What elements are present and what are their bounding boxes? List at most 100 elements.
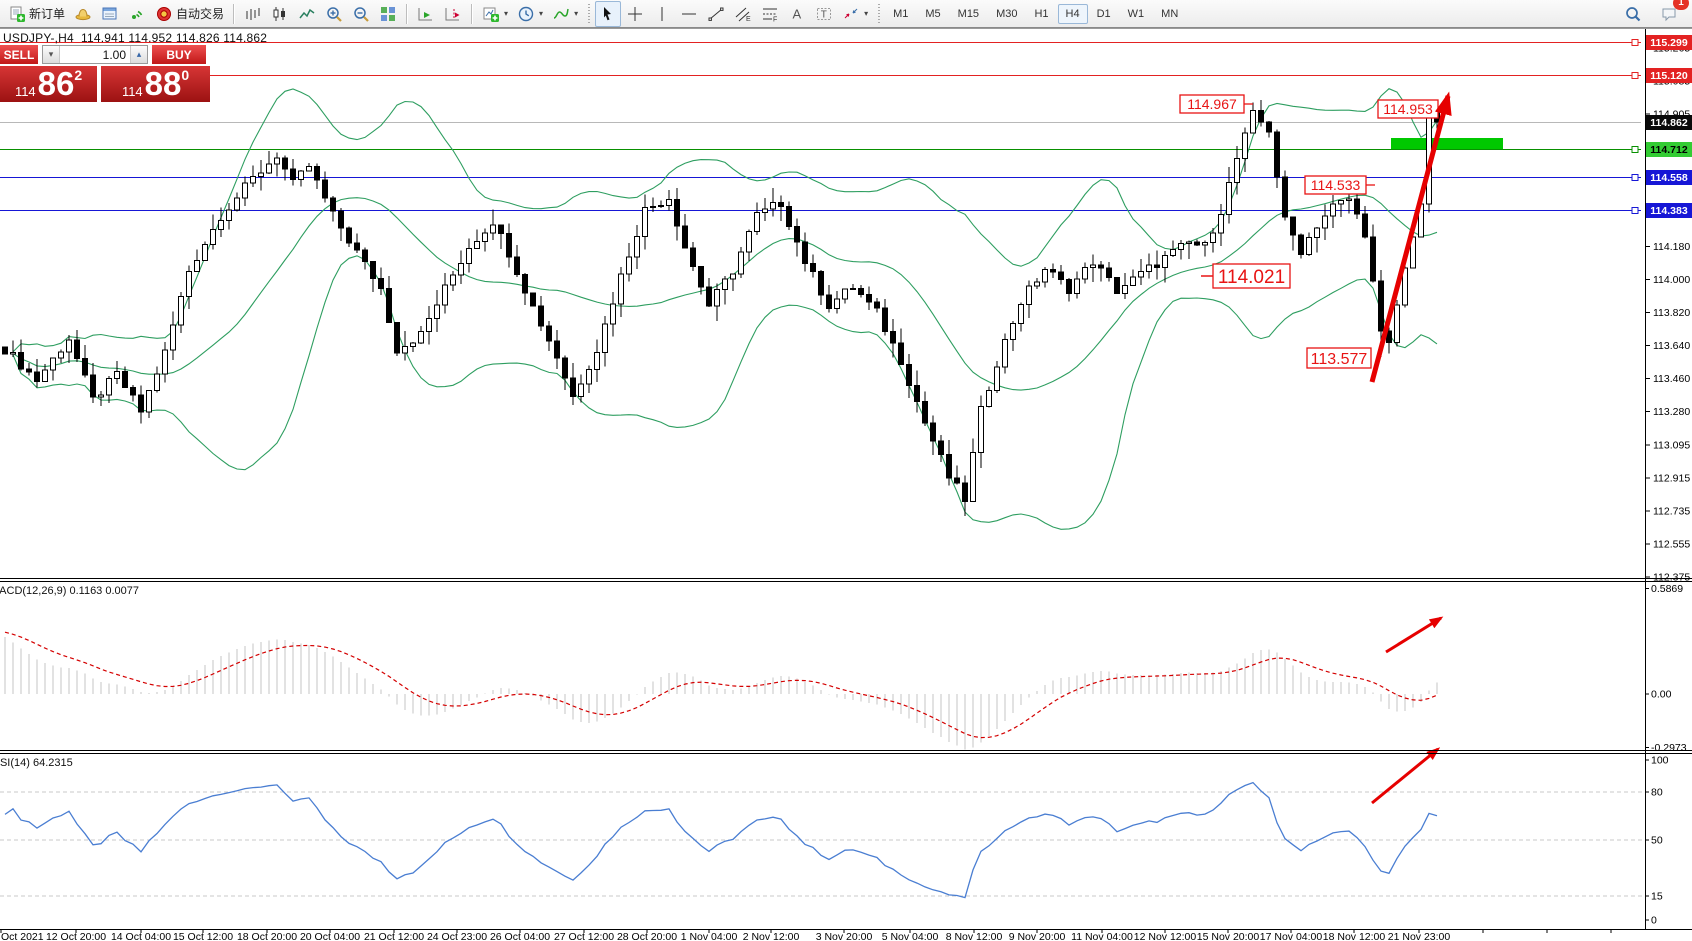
candle-body [978, 406, 984, 454]
price-annotation[interactable]: 114.967 [1179, 94, 1253, 114]
buy-price[interactable]: 114 88 0 [101, 66, 210, 102]
clock-icon [518, 6, 534, 21]
timeframe-m15[interactable]: M15 [957, 7, 980, 20]
price-tick-label: 112.735 [1653, 506, 1690, 518]
line-handle[interactable] [1631, 146, 1639, 153]
arrows-tool-dropdown[interactable]: ▾ [838, 1, 872, 27]
volume-value[interactable]: 1.00 [102, 47, 126, 62]
timeframe-h4[interactable]: H4 [1057, 3, 1088, 24]
price-annotation[interactable]: 114.953 [1377, 99, 1447, 119]
sell-price[interactable]: 114 86 2 [0, 66, 98, 102]
candle-body [1322, 215, 1328, 229]
toolbar-grip [877, 3, 881, 24]
chart-shift-button[interactable] [440, 1, 466, 27]
timeframe-h1[interactable]: H1 [1034, 7, 1049, 20]
line-chart-button[interactable] [294, 1, 320, 27]
channel-icon: E [735, 7, 751, 23]
zoom-out-button[interactable] [348, 1, 374, 27]
tile-windows-button[interactable] [375, 1, 401, 27]
chart-bars-icon [246, 7, 260, 20]
trend-arrow[interactable] [1371, 747, 1441, 805]
price-annotation[interactable]: 114.021 [1201, 263, 1291, 289]
notifications-button[interactable]: 1 [1656, 0, 1689, 27]
equidistant-channel-tool-button[interactable]: E [730, 1, 756, 27]
toolbar-right-group: 1 [1620, 0, 1689, 27]
candle-body [1202, 242, 1208, 246]
candle-body [1210, 232, 1216, 244]
candle-body [218, 220, 224, 230]
new-order-button[interactable]: 新订单 [4, 1, 69, 27]
market-watch-button[interactable] [97, 1, 123, 27]
search-button[interactable] [1620, 1, 1646, 27]
trend-arrow[interactable] [1385, 616, 1444, 654]
line-handle[interactable] [1631, 72, 1639, 79]
price-tick-label: 113.095 [1653, 440, 1690, 452]
bar-chart-button[interactable] [240, 1, 266, 27]
timeframe-mn[interactable]: MN [1161, 7, 1179, 20]
trend-arrow[interactable] [1369, 91, 1452, 383]
time-tick-label: 27 Oct 12:00 [554, 931, 614, 941]
line-handle[interactable] [1631, 174, 1639, 181]
candlestick-chart-button[interactable] [267, 1, 293, 27]
candle-body [266, 163, 272, 174]
candle-body [1162, 254, 1168, 268]
candle-body [362, 249, 368, 262]
time-tick-label: 28 Oct 20:00 [617, 931, 677, 941]
crosshair-tool-button[interactable] [622, 1, 648, 27]
line-handle[interactable] [1631, 39, 1639, 46]
time-tick-label: 15 Oct 12:00 [173, 931, 233, 941]
price-annotation[interactable]: 114.533 [1304, 175, 1375, 195]
time-tick-label: 3 Nov 20:00 [816, 931, 873, 941]
zoom-in-icon [327, 6, 342, 22]
rsi-axis-label: 80 [1651, 787, 1663, 799]
timeframe-w1[interactable]: W1 [1127, 7, 1145, 20]
candle-body [586, 369, 592, 385]
candle-body [754, 212, 760, 232]
indicator-line [12, 88, 1438, 353]
time-tick-label: 24 Oct 23:00 [427, 931, 487, 941]
candle-body [1282, 176, 1288, 218]
text-label-tool-button[interactable]: T [811, 1, 837, 27]
sell-price-prefix: 114 [14, 84, 36, 99]
new-chart-dropdown[interactable]: ▾ [478, 1, 512, 27]
zoom-in-button[interactable] [321, 1, 347, 27]
candle-body [26, 368, 32, 373]
price-annotation[interactable]: 113.577 [1306, 347, 1372, 369]
time-tick-label: 11 Nov 04:00 [1071, 931, 1133, 941]
timeframe-m5[interactable]: M5 [925, 7, 941, 20]
indicators-dropdown[interactable]: ▾ [548, 1, 582, 27]
cursor-tool-button[interactable] [595, 0, 622, 27]
auto-scroll-button[interactable] [413, 1, 439, 27]
volume-stepper[interactable]: ▾ 1.00 ▴ [42, 45, 148, 64]
chart-canvas[interactable]: 114.967 114.953 114.533 114.021 113.577 115.2… [0, 28, 1692, 941]
svg-text:T: T [821, 9, 827, 20]
horizontal-price-lines[interactable] [0, 39, 1641, 214]
horizontal-line-tool-button[interactable] [676, 1, 702, 27]
signals-button[interactable] [124, 1, 150, 27]
volume-increase-button[interactable]: ▴ [130, 46, 147, 63]
timeframe-m30[interactable]: M30 [996, 7, 1018, 20]
vertical-line-tool-button[interactable] [649, 1, 675, 27]
buy-button[interactable]: BUY [152, 45, 206, 64]
auto-trading-button[interactable]: 自动交易 [151, 1, 228, 27]
volume-decrease-button[interactable]: ▾ [43, 46, 60, 63]
price-annotations[interactable]: 114.967 114.953 114.533 114.021 113.577 [1179, 91, 1452, 805]
mql5-community-button[interactable] [70, 1, 96, 27]
text-tool-button[interactable]: A [784, 1, 810, 27]
candle-body [410, 342, 416, 347]
green-highlight-rect[interactable] [1391, 138, 1503, 149]
time-tick-label: 2 Nov 12:00 [743, 931, 800, 941]
timeframe-m1[interactable]: M1 [893, 7, 909, 20]
fibonacci-tool-button[interactable]: F [757, 1, 783, 27]
line-handle[interactable] [1631, 207, 1639, 214]
price-badge-label: 114.862 [1650, 117, 1688, 129]
green-highlight-bar[interactable] [1391, 138, 1503, 149]
sell-button[interactable]: SELL [0, 45, 38, 64]
toolbar-separator [471, 3, 474, 24]
price-badge-label: 115.299 [1650, 37, 1688, 49]
candle-body [714, 288, 720, 307]
timeframes-dropdown[interactable]: ▾ [513, 1, 547, 27]
timeframe-d1[interactable]: D1 [1096, 7, 1111, 20]
trendline-tool-button[interactable] [703, 1, 729, 27]
